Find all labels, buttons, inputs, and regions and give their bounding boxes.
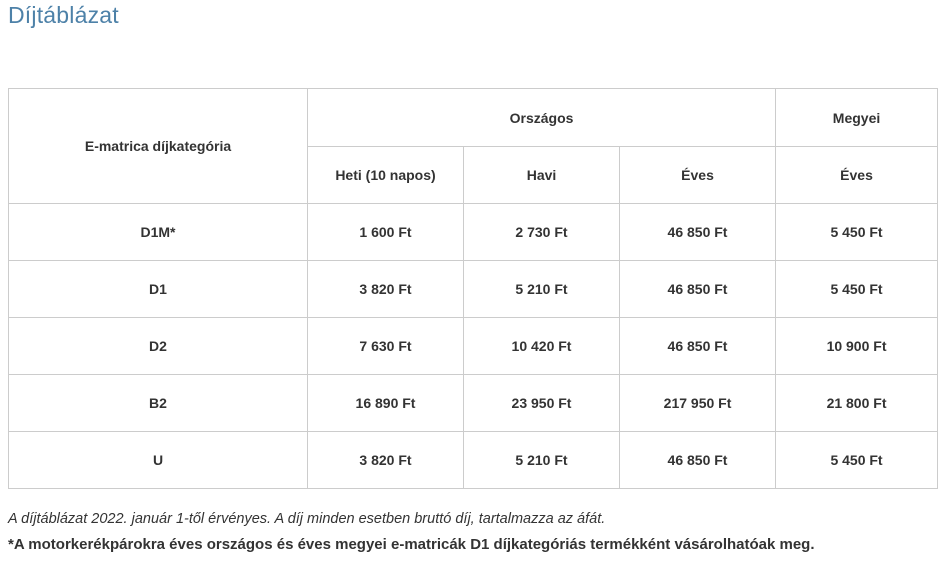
- table-row: D2 7 630 Ft 10 420 Ft 46 850 Ft 10 900 F…: [8, 317, 939, 375]
- header-category: E-matrica díjkategória: [8, 88, 308, 204]
- toll-price-table: E-matrica díjkategória Országos Megyei H…: [8, 88, 939, 489]
- cell-monthly: 10 420 Ft: [463, 317, 620, 375]
- table-row: U 3 820 Ft 5 210 Ft 46 850 Ft 5 450 Ft: [8, 431, 939, 489]
- table-header-row-periods: Heti (10 napos) Havi Éves Éves: [9, 146, 939, 204]
- cell-yearly: 46 850 Ft: [618, 431, 777, 489]
- header-group-county: Megyei: [775, 88, 939, 147]
- header-yearly: Éves: [618, 146, 777, 204]
- table-row: D1 3 820 Ft 5 210 Ft 46 850 Ft 5 450 Ft: [8, 260, 939, 318]
- table-row: D1M* 1 600 Ft 2 730 Ft 46 850 Ft 5 450 F…: [8, 203, 939, 261]
- cell-category: D1: [8, 260, 308, 318]
- validity-note: A díjtáblázat 2022. január 1-től érvénye…: [8, 511, 606, 527]
- header-monthly: Havi: [463, 146, 620, 204]
- motorcycle-note: *A motorkerékpárokra éves országos és év…: [8, 535, 815, 553]
- cell-weekly: 1 600 Ft: [307, 203, 464, 261]
- cell-category: D1M*: [8, 203, 308, 261]
- cell-county-yearly: 5 450 Ft: [775, 260, 939, 318]
- cell-yearly: 46 850 Ft: [618, 260, 777, 318]
- cell-weekly: 7 630 Ft: [307, 317, 464, 375]
- header-weekly: Heti (10 napos): [307, 146, 464, 204]
- cell-category: U: [8, 431, 308, 489]
- cell-weekly: 16 890 Ft: [307, 374, 464, 432]
- page-title: Díjtáblázat: [8, 2, 119, 28]
- cell-category: D2: [8, 317, 308, 375]
- cell-weekly: 3 820 Ft: [307, 260, 464, 318]
- cell-monthly: 2 730 Ft: [463, 203, 620, 261]
- header-county-yearly: Éves: [775, 146, 939, 204]
- cell-yearly: 46 850 Ft: [618, 317, 777, 375]
- cell-monthly: 23 950 Ft: [463, 374, 620, 432]
- table-row: B2 16 890 Ft 23 950 Ft 217 950 Ft 21 800…: [8, 374, 939, 432]
- cell-yearly: 217 950 Ft: [618, 374, 777, 432]
- cell-county-yearly: 10 900 Ft: [775, 317, 939, 375]
- cell-monthly: 5 210 Ft: [463, 260, 620, 318]
- cell-weekly: 3 820 Ft: [307, 431, 464, 489]
- cell-county-yearly: 5 450 Ft: [775, 431, 939, 489]
- cell-yearly: 46 850 Ft: [618, 203, 777, 261]
- cell-county-yearly: 21 800 Ft: [775, 374, 939, 432]
- cell-category: B2: [8, 374, 308, 432]
- header-group-national: Országos: [306, 88, 777, 147]
- footnotes: A díjtáblázat 2022. január 1-től érvénye…: [8, 510, 938, 555]
- cell-monthly: 5 210 Ft: [463, 431, 620, 489]
- cell-county-yearly: 5 450 Ft: [775, 203, 939, 261]
- table-header-row-groups: E-matrica díjkategória Országos Megyei: [8, 88, 939, 204]
